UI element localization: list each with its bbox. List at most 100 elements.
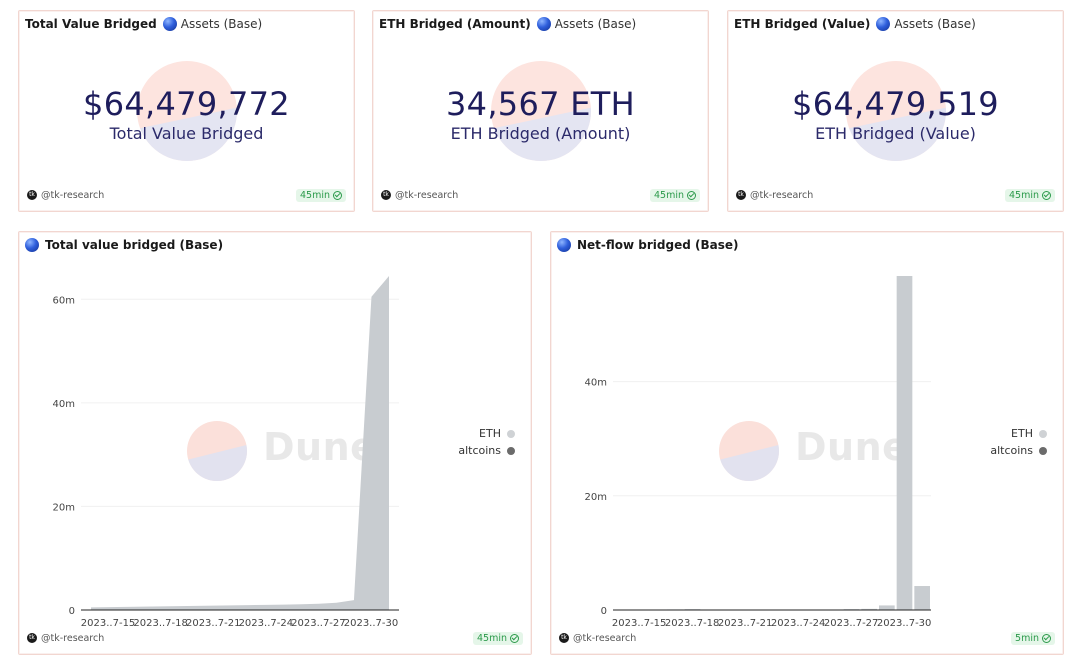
check-circle-icon — [687, 190, 696, 200]
y-tick-label: 20m — [585, 492, 607, 503]
legend-label: ETH — [1011, 427, 1033, 440]
counter-body: $64,479,519 ETH Bridged (Value) — [728, 11, 1063, 211]
legend-dot-eth — [1039, 429, 1047, 438]
card-header: ETH Bridged (Amount) Assets (Base) — [379, 17, 636, 31]
card-title: Total value bridged (Base) — [45, 238, 224, 252]
refresh-badge[interactable]: 45min — [472, 631, 523, 645]
y-tick-label: 20m — [53, 502, 75, 513]
y-tick-label: 40m — [53, 399, 75, 410]
author-link[interactable]: tk @tk-research — [381, 190, 458, 201]
bar-eth[interactable] — [879, 605, 895, 610]
chart-card-total-value[interactable]: Total value bridged (Base) Dune 0 20m 40m 6… — [18, 231, 532, 655]
legend-item-eth[interactable]: ETH — [429, 425, 515, 442]
chart-legend: ETH altcoins — [429, 425, 515, 459]
dune-logo-icon — [719, 421, 779, 481]
card-header: Total Value Bridged Assets (Base) — [25, 17, 262, 31]
counter-card-total-value[interactable]: Total Value Bridged Assets (Base) $64,47… — [18, 10, 355, 212]
watermark-text: Dune — [795, 425, 909, 469]
y-tick-label: 0 — [601, 606, 607, 617]
globe-icon — [557, 238, 571, 252]
x-tick-label: 2023..7-27 — [291, 618, 346, 629]
x-tick-label: 2023..7-27 — [824, 618, 879, 629]
author-avatar-icon: tk — [27, 190, 37, 200]
card-footer: tk @tk-research 45min — [27, 630, 523, 646]
counter-value: $64,479,519 — [792, 85, 999, 123]
x-tick-label: 2023..7-24 — [771, 618, 826, 629]
counter-value: 34,567 ETH — [446, 85, 635, 123]
bar-eth[interactable] — [914, 586, 930, 610]
legend-dot-eth — [507, 429, 515, 438]
legend-label: ETH — [479, 427, 501, 440]
bar-eth[interactable] — [861, 608, 877, 610]
card-header: ETH Bridged (Value) Assets (Base) — [734, 17, 976, 31]
area-chart: 0 20m 40m 60m 2023..7-152023..7-182023..7-21… — [53, 275, 399, 629]
refresh-badge[interactable]: 45min — [649, 188, 700, 202]
legend-item-altcoins[interactable]: altcoins — [429, 442, 515, 459]
card-title: ETH Bridged (Amount) — [379, 17, 531, 31]
x-tick-label: 2023..7-21 — [186, 618, 241, 629]
x-tick-label: 2023..7-21 — [718, 618, 773, 629]
dune-logo-watermark — [845, 61, 946, 161]
x-tick-label: 2023..7-24 — [239, 618, 294, 629]
legend-label: altcoins — [990, 444, 1033, 457]
card-footer: tk @tk-research 45min — [381, 187, 700, 203]
author-link[interactable]: tk @tk-research — [27, 190, 104, 201]
author-link[interactable]: tk @tk-research — [736, 190, 813, 201]
check-circle-icon — [1042, 190, 1051, 200]
counter-value: $64,479,772 — [83, 85, 290, 123]
x-tick-label: 2023..7-18 — [665, 618, 720, 629]
x-tick-label: 2023..7-30 — [877, 618, 932, 629]
card-title: Total Value Bridged — [25, 17, 157, 31]
bar-chart: 020m40m2023..7-152023..7-182023..7-21202… — [585, 276, 932, 629]
check-circle-icon — [510, 633, 519, 643]
card-title: Net-flow bridged (Base) — [577, 238, 739, 252]
globe-icon — [536, 17, 551, 31]
counter-label: ETH Bridged (Value) — [815, 124, 976, 143]
counter-card-eth-value[interactable]: ETH Bridged (Value) Assets (Base) $64,47… — [727, 10, 1064, 212]
counter-label: Total Value Bridged — [109, 124, 264, 143]
area-series-eth[interactable] — [91, 276, 389, 610]
globe-icon — [162, 17, 177, 31]
card-footer: tk @tk-research 5min — [559, 630, 1055, 646]
author-link[interactable]: tk @tk-research — [559, 633, 636, 644]
dune-logo-watermark — [136, 61, 237, 161]
dune-logo-icon — [187, 421, 247, 481]
refresh-badge[interactable]: 45min — [1004, 188, 1055, 202]
counter-body: 34,567 ETH ETH Bridged (Amount) — [373, 11, 708, 211]
legend-label: altcoins — [458, 444, 501, 457]
check-circle-icon — [1042, 633, 1051, 643]
x-tick-label: 2023..7-15 — [81, 618, 136, 629]
card-subtitle: Assets (Base) — [180, 17, 263, 31]
card-footer: tk @tk-research 45min — [736, 187, 1055, 203]
globe-icon — [25, 238, 39, 252]
counter-label: ETH Bridged (Amount) — [450, 124, 631, 143]
counter-card-eth-amount[interactable]: ETH Bridged (Amount) Assets (Base) 34,56… — [372, 10, 709, 212]
counter-body: $64,479,772 Total Value Bridged — [19, 11, 354, 211]
card-header: Total value bridged (Base) — [25, 238, 223, 252]
x-tick-label: 2023..7-30 — [344, 618, 399, 629]
dune-logo-watermark — [490, 61, 591, 161]
card-title: ETH Bridged (Value) — [734, 17, 871, 31]
y-tick-label: 60m — [53, 295, 75, 306]
author-avatar-icon: tk — [559, 633, 569, 643]
y-tick-label: 40m — [585, 378, 607, 389]
legend-item-eth[interactable]: ETH — [961, 425, 1047, 442]
watermark-text: Dune — [263, 425, 377, 469]
x-tick-label: 2023..7-18 — [133, 618, 188, 629]
card-header: Net-flow bridged (Base) — [557, 238, 739, 252]
refresh-badge[interactable]: 45min — [295, 188, 346, 202]
author-link[interactable]: tk @tk-research — [27, 633, 104, 644]
author-avatar-icon: tk — [736, 190, 746, 200]
author-avatar-icon: tk — [27, 633, 37, 643]
chart-card-net-flow[interactable]: Net-flow bridged (Base) Dune 0 20m 40m 2023… — [550, 231, 1064, 655]
card-footer: tk @tk-research 45min — [27, 187, 346, 203]
legend-dot-altcoins — [1039, 446, 1047, 455]
refresh-badge[interactable]: 5min — [1011, 631, 1055, 645]
legend-dot-altcoins — [507, 446, 515, 455]
chart-legend: ETH altcoins — [961, 425, 1047, 459]
author-avatar-icon: tk — [381, 190, 391, 200]
legend-item-altcoins[interactable]: altcoins — [961, 442, 1047, 459]
x-tick-label: 2023..7-15 — [612, 618, 667, 629]
card-subtitle: Assets (Base) — [894, 17, 976, 31]
bar-eth[interactable] — [896, 276, 913, 610]
